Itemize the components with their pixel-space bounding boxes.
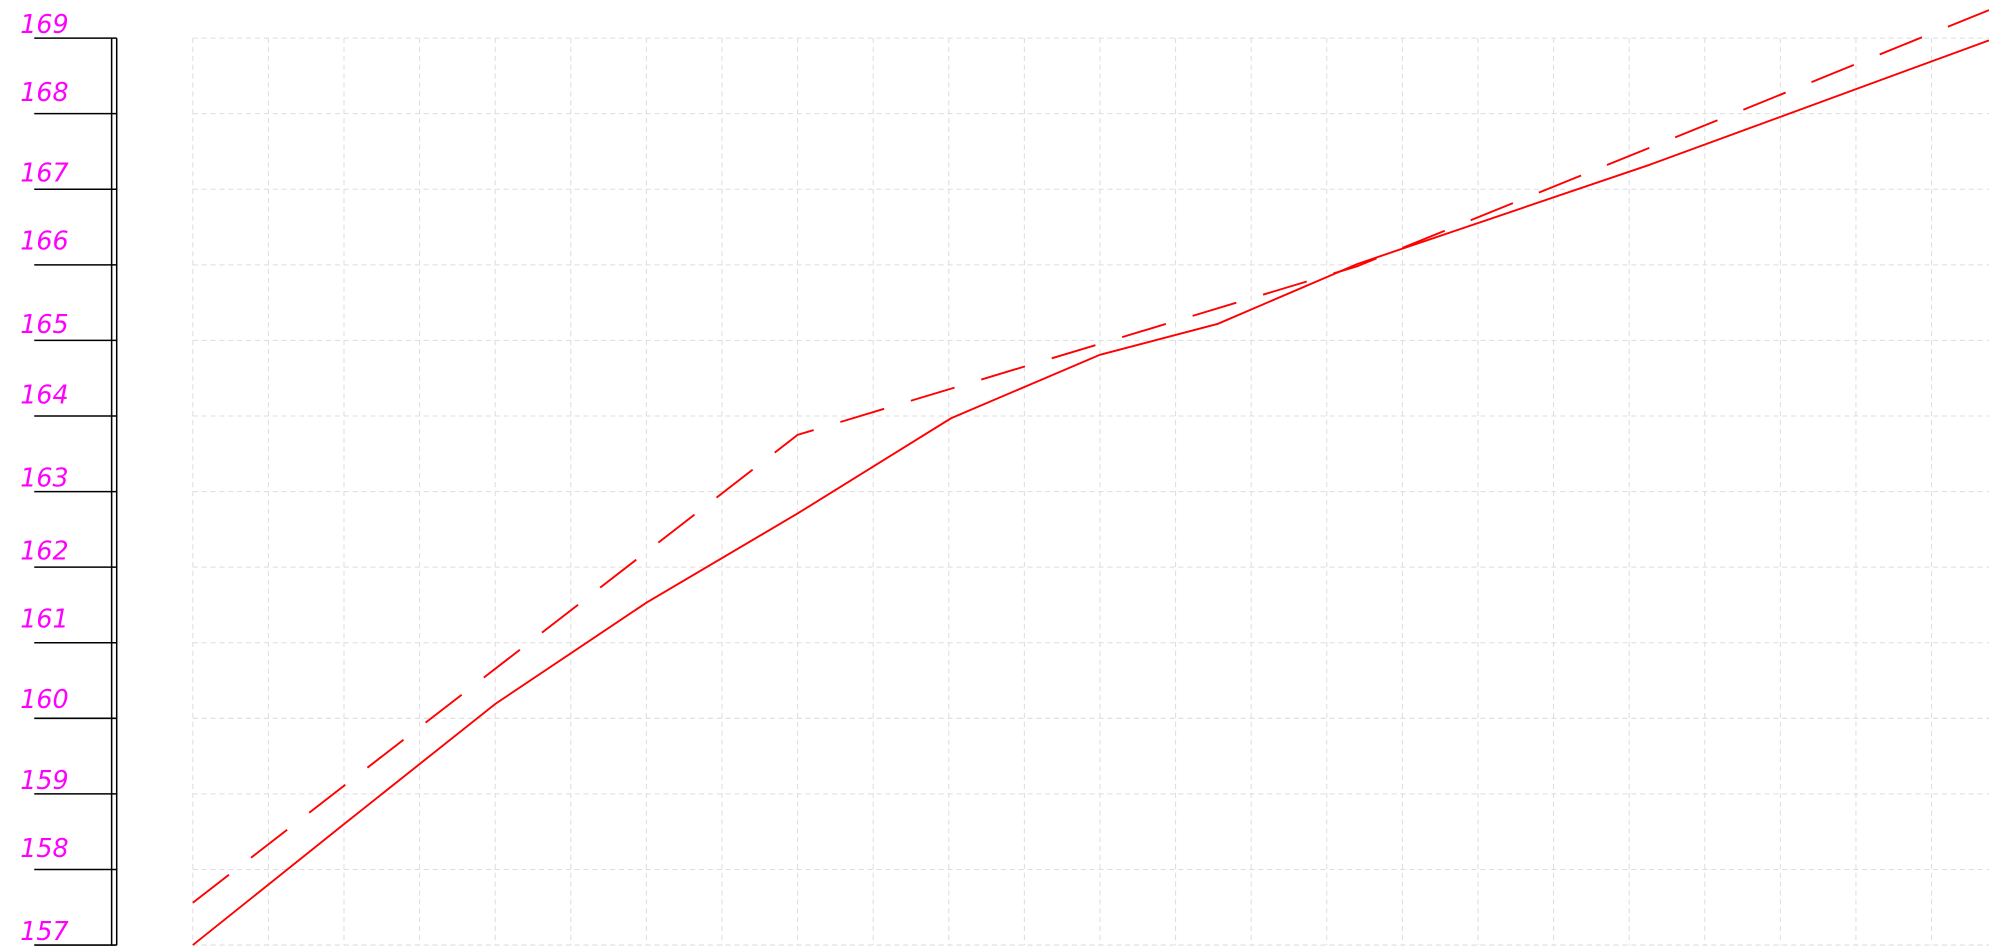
y-tick-label: 162 xyxy=(20,536,68,566)
y-tick-label: 166 xyxy=(20,226,68,256)
y-tick-label: 161 xyxy=(20,604,68,634)
y-tick-label: 158 xyxy=(20,833,68,863)
y-axis: 157 158 159 160 161 162 163 164 165 166 167 168 169 xyxy=(20,9,117,946)
y-tick-label: 159 xyxy=(20,765,68,795)
y-tick-label: 163 xyxy=(20,463,68,493)
grid xyxy=(192,37,1989,946)
series-line xyxy=(192,39,1989,946)
y-tick-label: 157 xyxy=(20,916,68,946)
y-tick-label: 169 xyxy=(20,9,68,39)
plot xyxy=(192,9,1989,946)
y-tick-label: 167 xyxy=(20,158,68,188)
y-tick-label: 160 xyxy=(20,684,68,714)
y-tick-label: 168 xyxy=(20,77,68,107)
y-tick-label: 164 xyxy=(20,379,68,409)
series-line xyxy=(192,9,1989,904)
y-tick-label: 165 xyxy=(20,309,68,339)
